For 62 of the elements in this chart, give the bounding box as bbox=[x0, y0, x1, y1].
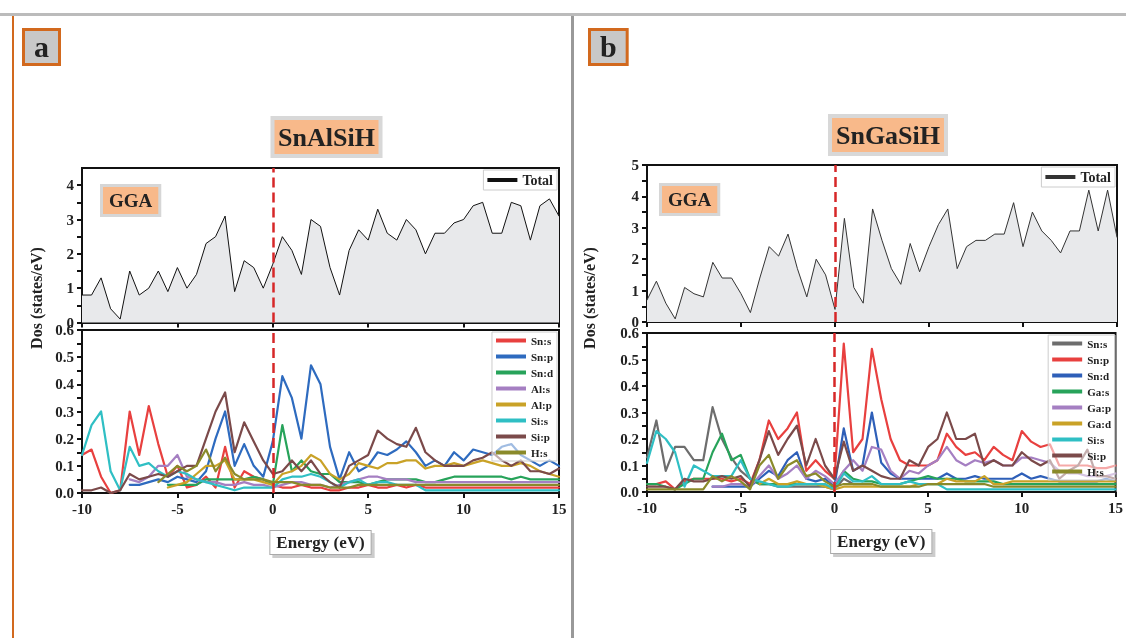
legend-label: Si:s bbox=[530, 414, 549, 427]
y-tick-label: 0.4 bbox=[55, 376, 75, 393]
x-tick-label: 0 bbox=[269, 500, 277, 517]
y-tick-label: 2 bbox=[631, 251, 639, 268]
x-tick-label: 5 bbox=[924, 499, 932, 516]
annotation: GGA bbox=[668, 189, 712, 210]
legend-label: Total bbox=[1080, 169, 1112, 185]
y-tick-label: 0.3 bbox=[620, 404, 639, 421]
y-tick-label: 4 bbox=[631, 188, 640, 205]
y-tick-label: 0.5 bbox=[620, 351, 639, 368]
y-tick-label: 0.2 bbox=[55, 430, 74, 447]
x-tick-label: 15 bbox=[551, 500, 567, 517]
x-tick-label: -10 bbox=[72, 500, 92, 517]
legend-label: Al:p bbox=[530, 398, 552, 411]
legend-label: Si:p bbox=[530, 430, 550, 443]
y-tick-label: 3 bbox=[631, 219, 639, 236]
chart-title: SnGaSiH bbox=[835, 120, 941, 150]
legend-label: H:s bbox=[530, 446, 549, 459]
y-tick-label: 5 bbox=[631, 157, 639, 173]
y-tick-label: 0.2 bbox=[620, 431, 639, 447]
x-axis-title: Energy (eV) bbox=[837, 532, 926, 551]
x-tick-label: -5 bbox=[171, 500, 184, 517]
y-tick-label: 1 bbox=[66, 280, 74, 297]
y-tick-label: 0.0 bbox=[620, 484, 639, 500]
text: b bbox=[600, 29, 617, 63]
x-tick-label: -10 bbox=[637, 499, 657, 516]
y-tick-label: 0.4 bbox=[620, 378, 640, 394]
legend-label: H:s bbox=[1087, 465, 1105, 478]
y-tick-label: 2 bbox=[66, 245, 74, 262]
x-tick-label: 10 bbox=[456, 500, 472, 517]
y-tick-label: 0.5 bbox=[55, 349, 74, 366]
y-tick-label: 0.1 bbox=[55, 457, 74, 474]
legend-label: Sn:d bbox=[1087, 369, 1110, 382]
annotation: GGA bbox=[109, 190, 153, 211]
x-tick-label: -5 bbox=[734, 499, 747, 516]
legend-label: Sn:s bbox=[1087, 337, 1109, 350]
legend-label: Ga:s bbox=[1087, 385, 1110, 398]
y-tick-label: 1 bbox=[631, 282, 639, 299]
legend-label: Si:s bbox=[1087, 433, 1105, 446]
y-tick-label: 0.1 bbox=[620, 457, 639, 474]
legend-label: Total bbox=[522, 172, 554, 188]
legend-label: Sn:d bbox=[530, 366, 554, 379]
y-axis-title: Dos (states/eV) bbox=[28, 247, 46, 349]
legend-label: Sn:p bbox=[530, 350, 554, 363]
x-tick-label: 0 bbox=[830, 499, 839, 516]
legend-label: Ga:p bbox=[1087, 401, 1112, 414]
x-tick-label: 10 bbox=[1014, 499, 1030, 516]
legend-label: Si:p bbox=[1087, 449, 1107, 462]
legend-label: Ga:d bbox=[1087, 417, 1112, 430]
y-tick-label: 0.3 bbox=[55, 403, 74, 420]
y-tick-label: 4 bbox=[66, 177, 75, 194]
y-tick-label: 3 bbox=[66, 211, 74, 228]
x-axis-title: Energy (eV) bbox=[276, 533, 365, 552]
x-tick-label: 15 bbox=[1108, 499, 1123, 516]
legend-label: Sn:s bbox=[530, 334, 552, 347]
y-axis-title: Dos (states/eV) bbox=[581, 247, 599, 349]
x-tick-label: 5 bbox=[364, 500, 372, 517]
y-tick-label: 0.0 bbox=[55, 485, 74, 501]
legend-label: Sn:p bbox=[1087, 353, 1110, 366]
legend-label: Al:s bbox=[530, 382, 551, 395]
chart-title: SnAlSiH bbox=[278, 122, 375, 152]
text: a bbox=[34, 29, 49, 63]
